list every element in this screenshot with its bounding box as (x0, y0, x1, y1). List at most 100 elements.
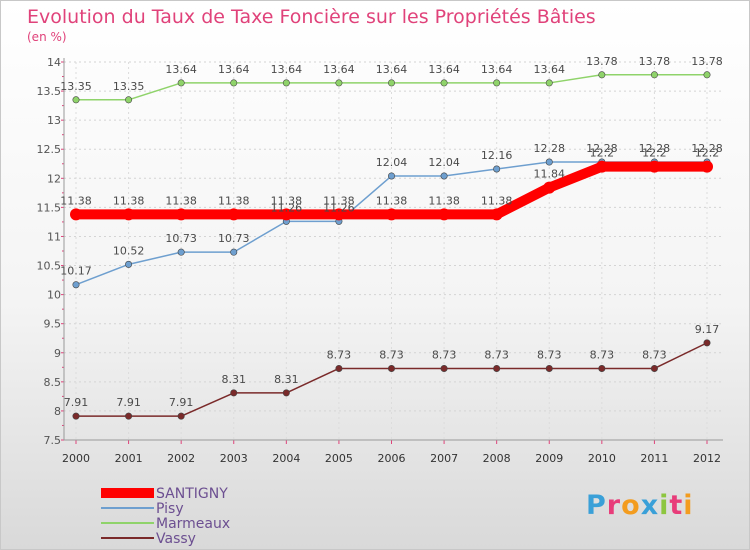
legend-label-pisy: Pisy (156, 501, 184, 517)
y-tick-label: 14 (47, 56, 61, 69)
data-label-santigny: 12.2 (642, 147, 667, 160)
data-point-marmeaux (72, 96, 80, 104)
data-label-vassy: 8.31 (274, 373, 299, 386)
data-label-santigny: 11.38 (376, 194, 408, 207)
data-label-santigny: 11.38 (218, 194, 250, 207)
data-point-marmeaux (703, 71, 711, 79)
data-point-santigny (280, 208, 293, 221)
data-point-vassy (335, 364, 343, 372)
data-label-pisy: 12.28 (586, 142, 618, 155)
data-label-vassy: 7.91 (64, 396, 89, 409)
y-tick-label: 13.5 (37, 85, 62, 98)
data-label-marmeaux: 13.64 (218, 63, 250, 76)
data-label-santigny: 11.38 (165, 194, 197, 207)
data-label-marmeaux: 13.78 (691, 55, 723, 68)
data-label-santigny: 11.38 (113, 194, 145, 207)
data-label-vassy: 8.73 (484, 348, 509, 361)
data-label-santigny: 11.84 (534, 168, 566, 181)
legend-swatch-pisy (101, 507, 154, 509)
data-label-santigny: 11.38 (60, 194, 92, 207)
data-point-pisy (493, 165, 501, 173)
y-tick-label: 10.5 (37, 260, 62, 273)
legend-swatch-vassy (101, 537, 154, 539)
data-point-marmeaux (650, 71, 658, 79)
data-point-vassy (177, 412, 185, 420)
data-label-marmeaux: 13.64 (534, 63, 566, 76)
proxiti-logo: Proxiti (586, 490, 694, 521)
data-point-marmeaux (335, 79, 343, 87)
data-label-santigny: 11.38 (428, 194, 460, 207)
data-point-pisy (545, 158, 553, 166)
chart-title: Evolution du Taux de Taxe Foncière sur l… (27, 6, 596, 28)
data-point-marmeaux (282, 79, 290, 87)
logo-letter: i (683, 490, 694, 521)
data-point-santigny (701, 160, 713, 173)
data-label-pisy: 12.28 (639, 142, 671, 155)
data-label-vassy: 8.73 (590, 348, 615, 361)
x-tick-label: 2011 (640, 452, 668, 465)
data-point-marmeaux (545, 79, 553, 87)
logo-letter: x (640, 490, 660, 521)
data-label-vassy: 8.73 (327, 348, 352, 361)
data-label-pisy: 10.73 (218, 232, 250, 245)
y-tick-label: 9 (54, 347, 61, 360)
x-tick-label: 2008 (483, 452, 511, 465)
data-point-santigny (332, 208, 345, 221)
x-tick-label: 2001 (115, 452, 143, 465)
data-point-vassy (125, 412, 133, 420)
data-point-pisy (177, 248, 185, 256)
data-label-marmeaux: 13.78 (639, 55, 671, 68)
data-label-vassy: 8.31 (222, 373, 247, 386)
x-tick-label: 2010 (588, 452, 616, 465)
y-tick-label: 8.5 (44, 376, 62, 389)
data-point-pisy (440, 172, 448, 180)
data-label-marmeaux: 13.78 (586, 55, 618, 68)
data-label-marmeaux: 13.64 (271, 63, 303, 76)
data-label-vassy: 8.73 (642, 348, 667, 361)
legend-swatch-marmeaux (101, 522, 154, 524)
data-point-santigny (70, 208, 82, 221)
data-point-santigny (543, 181, 556, 194)
y-tick-label: 12.5 (37, 143, 62, 156)
data-label-marmeaux: 13.64 (323, 63, 355, 76)
logo-letter: o (621, 490, 641, 521)
data-point-marmeaux (493, 79, 501, 87)
x-tick-label: 2000 (62, 452, 90, 465)
legend-swatch-santigny (101, 488, 154, 498)
y-tick-label: 12 (47, 172, 61, 185)
data-point-marmeaux (230, 79, 238, 87)
logo-letter: P (586, 490, 607, 521)
data-point-vassy (598, 364, 606, 372)
y-tick-label: 7.5 (44, 434, 62, 447)
data-label-santigny: 11.38 (271, 194, 303, 207)
data-point-vassy (703, 339, 711, 347)
logo-letter: t (669, 490, 684, 521)
x-tick-label: 2003 (220, 452, 248, 465)
y-tick-label: 8 (54, 405, 61, 418)
data-point-vassy (650, 364, 658, 372)
data-point-marmeaux (125, 96, 133, 104)
data-label-vassy: 7.91 (169, 396, 194, 409)
data-point-santigny (438, 208, 451, 221)
data-label-marmeaux: 13.64 (376, 63, 408, 76)
data-label-vassy: 9.17 (695, 323, 720, 336)
data-label-marmeaux: 13.64 (481, 63, 513, 76)
data-point-vassy (230, 389, 238, 397)
data-label-vassy: 7.91 (116, 396, 141, 409)
x-tick-label: 2006 (378, 452, 406, 465)
x-tick-label: 2002 (167, 452, 195, 465)
data-point-vassy (72, 412, 80, 420)
data-point-vassy (440, 364, 448, 372)
data-point-santigny (227, 208, 240, 221)
x-tick-label: 2005 (325, 452, 353, 465)
y-tick-label: 13 (47, 114, 61, 127)
data-point-pisy (230, 248, 238, 256)
logo-letter: i (659, 490, 670, 521)
data-point-marmeaux (440, 79, 448, 87)
data-point-marmeaux (177, 79, 185, 87)
data-label-marmeaux: 13.35 (60, 80, 92, 93)
x-tick-label: 2009 (535, 452, 563, 465)
data-point-pisy (387, 172, 395, 180)
data-point-santigny (490, 208, 503, 221)
